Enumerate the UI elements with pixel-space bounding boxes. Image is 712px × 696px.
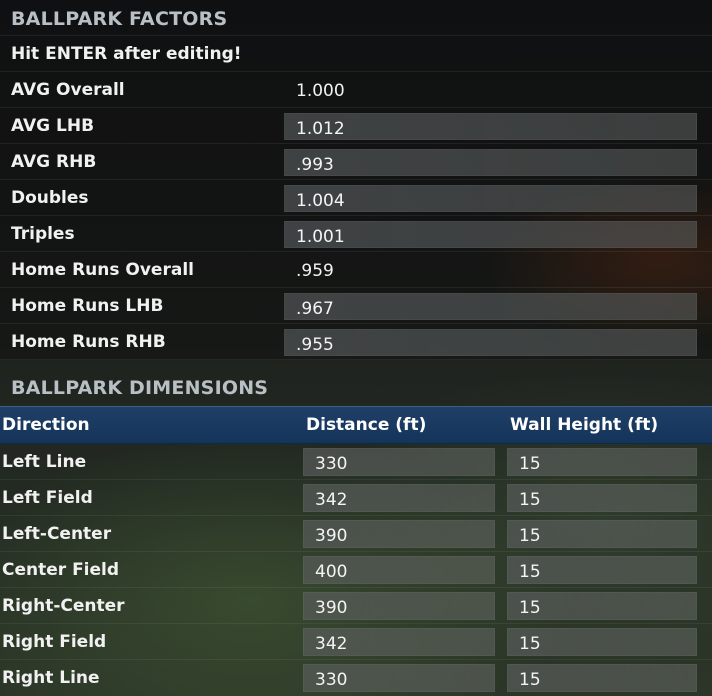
cell-value: 15 — [519, 670, 541, 690]
dimension-row-left-center: Left-Center 390 15 — [0, 516, 712, 552]
header-wall-height: Wall Height (ft) — [510, 415, 659, 435]
center-field-wall-input[interactable]: 15 — [507, 556, 697, 584]
dimensions-table-header: Direction Distance (ft) Wall Height (ft) — [0, 406, 712, 444]
dimension-row-right-field: Right Field 342 15 — [0, 624, 712, 660]
dimensions-title: BALLPARK DIMENSIONS — [11, 377, 269, 399]
factor-label: Doubles — [11, 188, 89, 208]
cell-value: 15 — [519, 634, 541, 654]
factor-row-doubles: Doubles 1.004 — [0, 180, 712, 216]
dimension-row-center-field: Center Field 400 15 — [0, 552, 712, 588]
direction-label: Right Field — [2, 632, 107, 652]
direction-label: Left-Center — [2, 524, 112, 544]
cell-value: 390 — [315, 598, 348, 618]
field-value: 1.012 — [296, 119, 345, 139]
factor-label: Triples — [11, 224, 75, 244]
factor-row-avg-rhb: AVG RHB .993 — [0, 144, 712, 180]
cell-value: 330 — [315, 454, 348, 474]
left-field-wall-input[interactable]: 15 — [507, 484, 697, 512]
field-value: 1.001 — [296, 227, 345, 247]
right-field-wall-input[interactable]: 15 — [507, 628, 697, 656]
right-center-wall-input[interactable]: 15 — [507, 592, 697, 620]
factor-label: Home Runs LHB — [11, 296, 164, 316]
factor-label: AVG Overall — [11, 80, 125, 100]
avg-rhb-input[interactable]: .993 — [284, 149, 697, 176]
left-field-distance-input[interactable]: 342 — [303, 484, 495, 512]
cell-value: 15 — [519, 526, 541, 546]
left-center-distance-input[interactable]: 390 — [303, 520, 495, 548]
direction-label: Left Line — [2, 452, 87, 472]
hr-lhb-input[interactable]: .967 — [284, 293, 697, 320]
field-value: .967 — [296, 299, 334, 319]
cell-value: 15 — [519, 454, 541, 474]
triples-input[interactable]: 1.001 — [284, 221, 697, 248]
cell-value: 15 — [519, 562, 541, 582]
factor-label: Home Runs Overall — [11, 260, 194, 280]
instruction-text: Hit ENTER after editing! — [11, 44, 242, 64]
direction-label: Right Line — [2, 668, 100, 688]
cell-value: 342 — [315, 490, 348, 510]
direction-label: Left Field — [2, 488, 93, 508]
header-distance: Distance (ft) — [306, 415, 427, 435]
factor-value: 1.000 — [296, 81, 345, 101]
dimension-row-left-field: Left Field 342 15 — [0, 480, 712, 516]
right-line-wall-input[interactable]: 15 — [507, 664, 697, 692]
factor-label: AVG LHB — [11, 116, 95, 136]
doubles-input[interactable]: 1.004 — [284, 185, 697, 212]
factor-row-triples: Triples 1.001 — [0, 216, 712, 252]
header-direction: Direction — [2, 415, 90, 435]
cell-value: 400 — [315, 562, 348, 582]
field-value: .993 — [296, 155, 334, 175]
factor-row-hr-rhb: Home Runs RHB .955 — [0, 324, 712, 360]
factor-row-avg-lhb: AVG LHB 1.012 — [0, 108, 712, 144]
cell-value: 390 — [315, 526, 348, 546]
cell-value: 330 — [315, 670, 348, 690]
factor-label: Home Runs RHB — [11, 332, 166, 352]
dimension-row-right-line: Right Line 330 15 — [0, 660, 712, 696]
right-field-distance-input[interactable]: 342 — [303, 628, 495, 656]
factors-title: BALLPARK FACTORS — [11, 8, 228, 30]
factor-row-avg-overall: AVG Overall 1.000 — [0, 72, 712, 108]
factor-row-hr-overall: Home Runs Overall .959 — [0, 252, 712, 288]
left-line-distance-input[interactable]: 330 — [303, 448, 495, 476]
factors-section-header: BALLPARK FACTORS — [0, 0, 712, 36]
direction-label: Center Field — [2, 560, 120, 580]
cell-value: 15 — [519, 490, 541, 510]
left-line-wall-input[interactable]: 15 — [507, 448, 697, 476]
dimension-row-right-center: Right-Center 390 15 — [0, 588, 712, 624]
factor-label: AVG RHB — [11, 152, 97, 172]
field-value: 1.004 — [296, 191, 345, 211]
factors-instruction-row: Hit ENTER after editing! — [0, 36, 712, 72]
dimensions-section-header: BALLPARK DIMENSIONS — [0, 368, 712, 404]
avg-lhb-input[interactable]: 1.012 — [284, 113, 697, 140]
hr-rhb-input[interactable]: .955 — [284, 329, 697, 356]
center-field-distance-input[interactable]: 400 — [303, 556, 495, 584]
factor-value: .959 — [296, 261, 334, 281]
left-center-wall-input[interactable]: 15 — [507, 520, 697, 548]
dimension-row-left-line: Left Line 330 15 — [0, 444, 712, 480]
cell-value: 342 — [315, 634, 348, 654]
direction-label: Right-Center — [2, 596, 125, 616]
right-line-distance-input[interactable]: 330 — [303, 664, 495, 692]
cell-value: 15 — [519, 598, 541, 618]
factor-row-hr-lhb: Home Runs LHB .967 — [0, 288, 712, 324]
right-center-distance-input[interactable]: 390 — [303, 592, 495, 620]
field-value: .955 — [296, 335, 334, 355]
